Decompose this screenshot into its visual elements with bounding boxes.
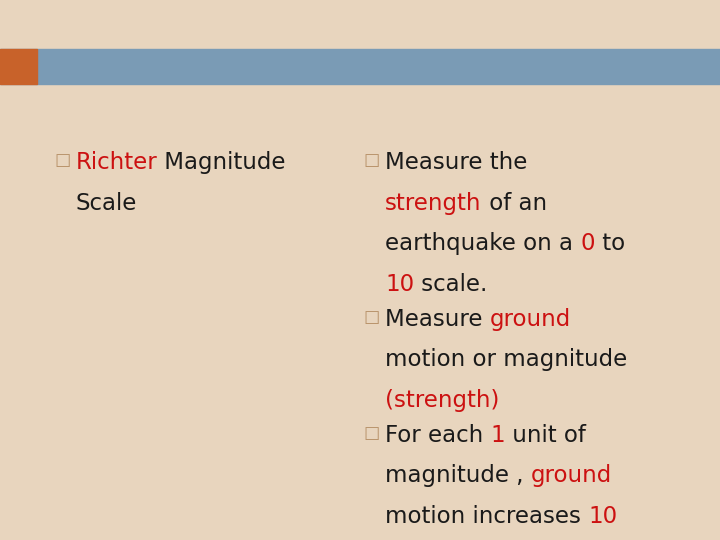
Text: 0: 0 — [580, 232, 595, 255]
Text: strength: strength — [385, 192, 482, 215]
Text: 1: 1 — [491, 424, 505, 447]
Text: Magnitude: Magnitude — [158, 151, 286, 174]
Text: motion increases: motion increases — [385, 505, 588, 528]
Text: earthquake on a: earthquake on a — [385, 232, 580, 255]
Text: ground: ground — [531, 464, 612, 488]
Text: to: to — [595, 232, 625, 255]
Text: Measure: Measure — [385, 308, 490, 331]
Text: 10: 10 — [385, 273, 414, 296]
Text: □: □ — [54, 151, 71, 169]
Text: of an: of an — [482, 192, 546, 215]
Text: Richter: Richter — [76, 151, 158, 174]
Bar — [0, 49, 37, 84]
Text: □: □ — [364, 308, 380, 326]
Text: Measure the: Measure the — [385, 151, 528, 174]
Text: □: □ — [364, 424, 380, 442]
Text: (strength): (strength) — [385, 389, 500, 412]
Text: □: □ — [364, 151, 380, 169]
Text: motion or magnitude: motion or magnitude — [385, 348, 627, 372]
Text: unit of: unit of — [505, 424, 586, 447]
Text: Scale: Scale — [76, 192, 137, 215]
Text: 10: 10 — [588, 505, 618, 528]
Bar — [0, 49, 720, 84]
Text: scale.: scale. — [414, 273, 487, 296]
Text: magnitude ,: magnitude , — [385, 464, 531, 488]
Text: ground: ground — [490, 308, 571, 331]
Text: For each: For each — [385, 424, 491, 447]
